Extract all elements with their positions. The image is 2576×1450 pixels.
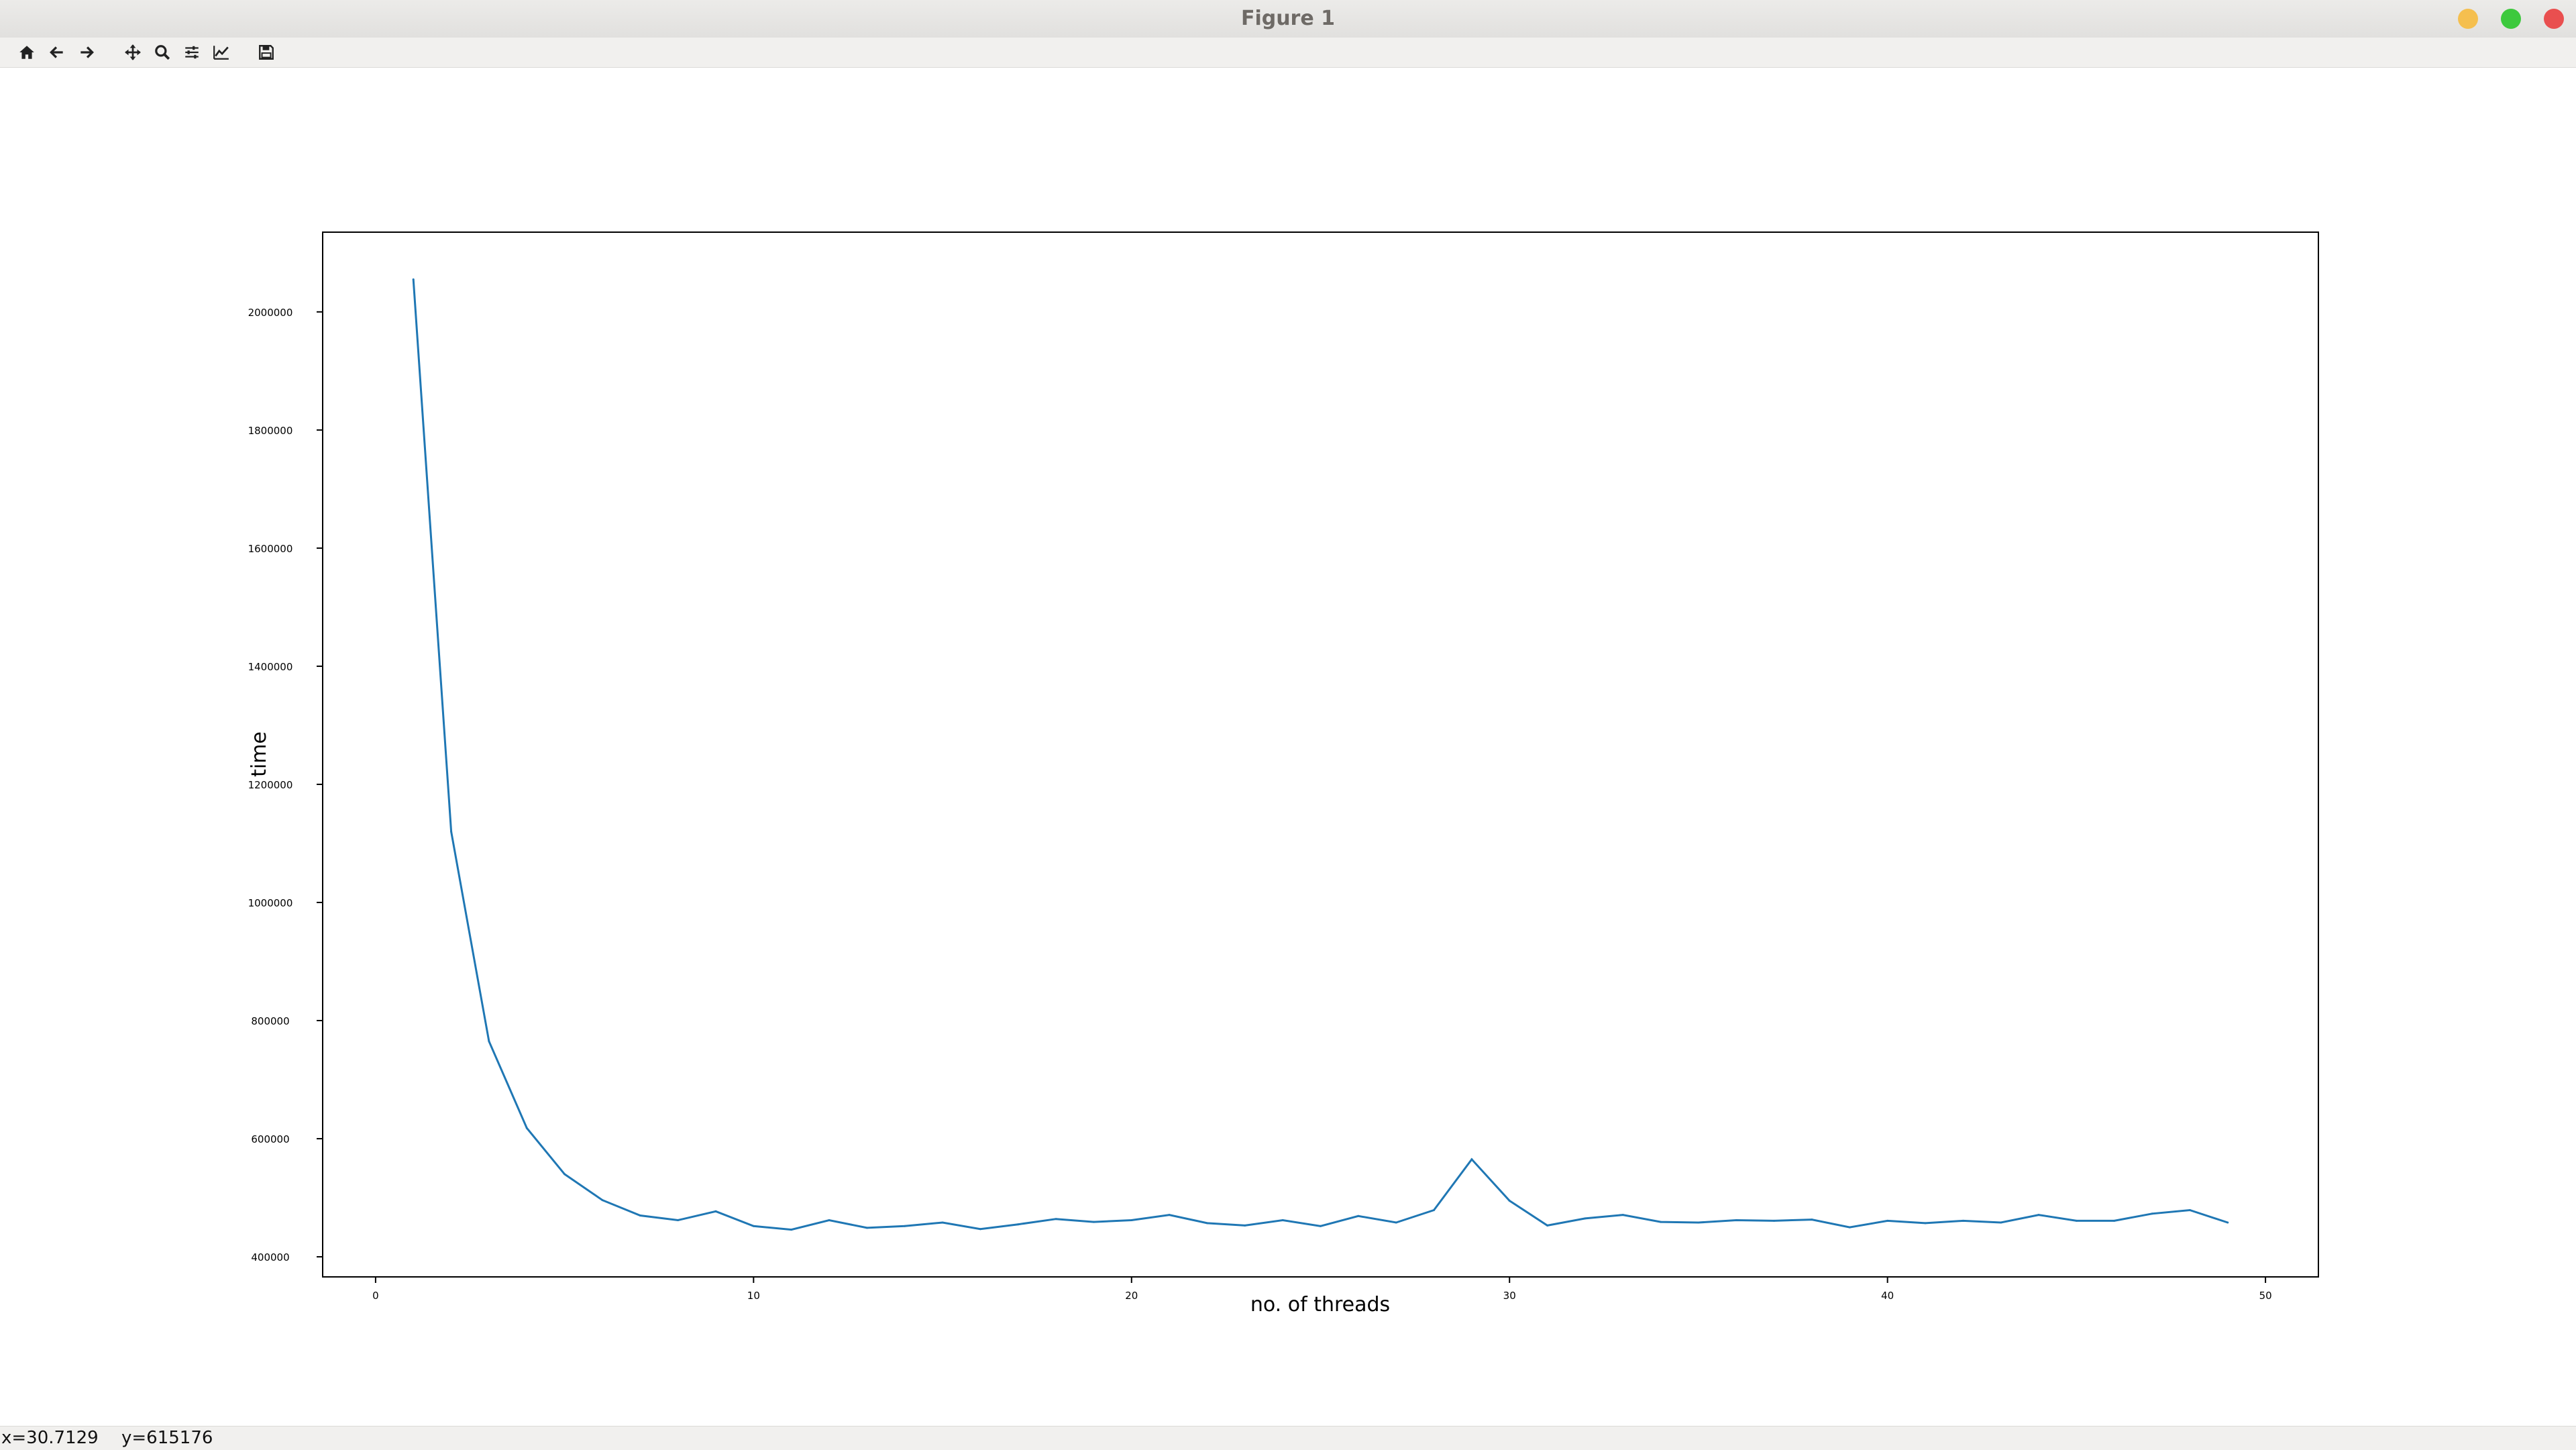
data-point [1886,1219,1889,1222]
data-point [1546,1224,1549,1227]
minimize-button[interactable] [2458,9,2478,29]
arrow-left-icon [50,46,63,58]
line-chart[interactable]: 0 10 20 30 40 50 400000 600000 800000 1000000 1200… [0,68,2576,1426]
data-point [2151,1212,2153,1215]
data-point [1735,1219,1737,1221]
x-tick-label: 40 [1881,1290,1894,1302]
figure-canvas[interactable]: 0 10 20 30 40 50 400000 600000 800000 1000000 1200… [0,68,2576,1426]
data-point [2226,1221,2229,1224]
data-point [564,1173,566,1176]
data-point [2075,1219,2078,1222]
data-point [941,1221,944,1224]
data-point [1697,1221,1700,1224]
data-point [2188,1209,2191,1211]
x-coordinate-readout: x=30.7129 [1,1428,99,1448]
zoom-button[interactable] [150,40,174,64]
move-icon [125,44,141,60]
data-point [1055,1218,1057,1221]
data-point [1244,1224,1246,1227]
y-tick-label: 1200000 [248,779,293,791]
data-point [525,1127,528,1129]
data-point [1962,1219,1964,1222]
data-point [2037,1214,2040,1216]
close-button[interactable] [2544,9,2564,29]
data-point [1130,1219,1133,1221]
data-point [1092,1221,1095,1223]
y-tick-label: 1600000 [248,543,293,555]
edit-axis-button[interactable] [209,40,233,64]
data-point [1017,1223,1020,1226]
data-point [790,1229,793,1231]
zoom-icon [155,45,170,60]
y-tick-label: 1400000 [248,661,293,673]
navigation-toolbar [0,38,2576,68]
x-tick-label: 20 [1125,1290,1138,1302]
status-bar: x=30.7129 y=615176 [0,1426,2576,1450]
y-coordinate-readout: y=615176 [121,1428,213,1448]
data-point [714,1210,717,1212]
save-button[interactable] [254,40,278,64]
data-point [1395,1221,1397,1224]
y-tick-label: 800000 [251,1015,289,1027]
y-tick-label: 1000000 [248,897,293,909]
data-point [904,1225,906,1227]
arrow-right-icon [80,46,94,58]
y-tick-label: 1800000 [248,425,293,437]
data-point [1206,1222,1208,1225]
data-point [1848,1226,1851,1229]
data-point [1660,1221,1662,1223]
x-tick-label: 30 [1503,1290,1516,1302]
data-point [1584,1217,1587,1220]
maximize-button[interactable] [2501,9,2521,29]
y-tick-label: 2000000 [248,307,293,319]
data-point [2113,1219,2116,1222]
x-tick-label: 0 [372,1290,379,1302]
axes-frame [322,231,2319,1278]
forward-button[interactable] [74,40,99,64]
data-point [639,1214,641,1216]
data-point [1773,1219,1776,1222]
y-tick-label: 400000 [251,1251,289,1263]
data-point [2000,1221,2002,1224]
data-point [412,278,415,280]
data-point [601,1199,604,1202]
plot-area [323,232,2318,1277]
y-axis-label: time [248,731,271,777]
subplots-button[interactable] [180,40,204,64]
data-point [1811,1219,1813,1221]
x-axis-label: no. of threads [1250,1293,1390,1316]
x-tick-label: 10 [747,1290,760,1302]
save-icon [259,45,274,60]
data-point [828,1219,830,1221]
data-point [865,1227,868,1229]
data-point [450,830,453,833]
sliders-icon [185,46,199,59]
data-point [677,1219,680,1221]
data-point [1470,1158,1473,1161]
window-titlebar[interactable]: Figure 1 [0,0,2576,38]
data-point [1168,1214,1171,1216]
line-chart-icon [213,46,229,60]
data-point [1320,1225,1322,1227]
data-point [1433,1209,1435,1211]
home-button[interactable] [15,40,39,64]
y-tick-label: 600000 [251,1133,289,1145]
back-button[interactable] [45,40,69,64]
pan-button[interactable] [121,40,145,64]
data-point [1281,1219,1284,1221]
data-point [1357,1214,1360,1217]
data-point [488,1040,490,1043]
data-point [1508,1200,1511,1202]
data-point [752,1225,755,1227]
data-point [1924,1222,1927,1225]
data-point [1621,1214,1624,1216]
window-title: Figure 1 [1240,7,1336,30]
home-icon [19,46,34,59]
x-tick-label: 50 [2259,1290,2272,1302]
data-point [979,1228,981,1231]
